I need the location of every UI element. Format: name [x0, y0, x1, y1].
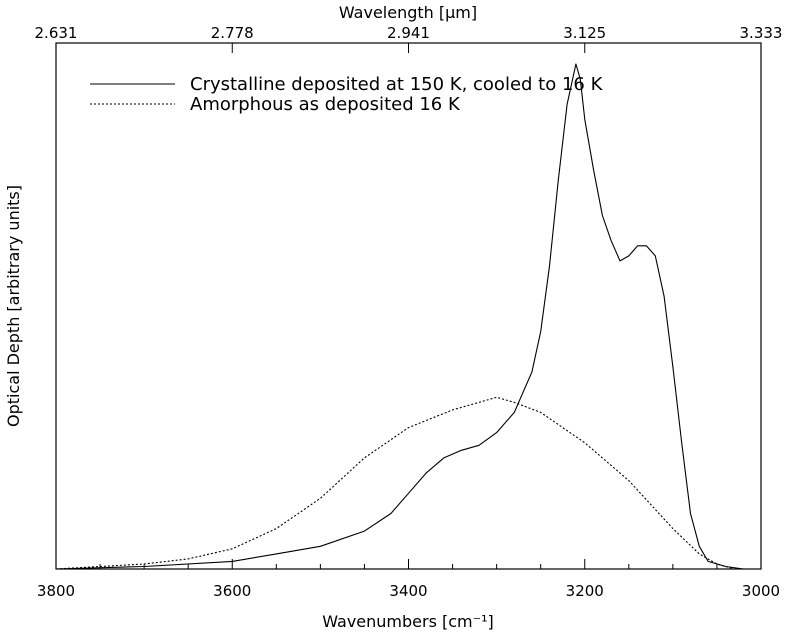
x-tick-label: 3200 [566, 582, 604, 600]
x-tick-label: 3000 [742, 582, 780, 600]
top-axis-title: Wavelength [μm] [339, 3, 477, 22]
chart-marks: 3800 3600 3400 3200 3000 2.631 2.778 2.941 3.125… [35, 24, 783, 600]
amorphous-series-line [55, 396, 761, 570]
top-tick-label: 2.631 [35, 24, 78, 42]
crystalline-series-line [55, 63, 761, 570]
x-axis-title: Wavenumbers [cm⁻¹] [322, 612, 494, 631]
x-tick-label: 3400 [389, 582, 427, 600]
plot-frame [55, 42, 762, 570]
top-tick-label: 3.333 [740, 24, 783, 42]
top-tick-label: 3.125 [563, 24, 606, 42]
top-tick-label: 2.778 [211, 24, 254, 42]
y-axis-title: Optical Depth [arbitrary units] [4, 185, 23, 427]
legend-label: Amorphous as deposited 16 K [190, 94, 461, 115]
x-tick-label: 3800 [37, 582, 75, 600]
x-tick-label: 3600 [213, 582, 251, 600]
legend-label: Crystalline deposited at 150 K, cooled t… [190, 74, 604, 95]
top-tick-label: 2.941 [387, 24, 430, 42]
